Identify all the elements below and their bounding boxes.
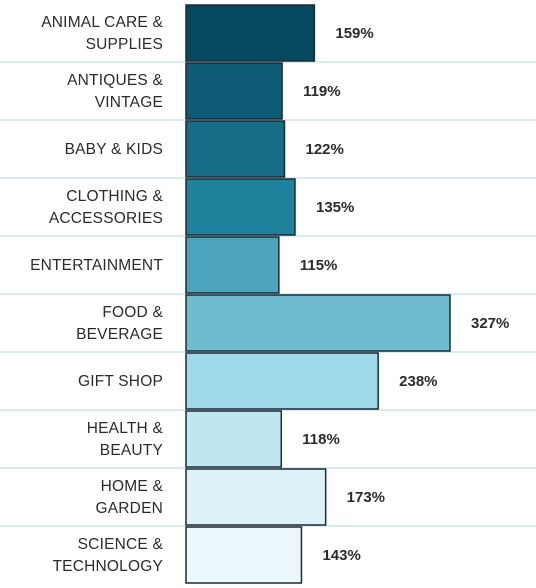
value-label: 159% [335, 25, 373, 42]
category-label: ANTIQUES & VINTAGE [67, 72, 163, 111]
bar [185, 352, 379, 410]
bar [185, 120, 286, 178]
bar [185, 178, 296, 236]
category-label: ENTERTAINMENT [30, 257, 163, 274]
category-label: BABY & KIDS [65, 141, 163, 158]
bar [185, 468, 327, 526]
value-label: 119% [303, 83, 341, 100]
value-labels: 159% 119% 122% 135% 115% 327% 238% 118% 173% 143% [300, 25, 510, 564]
bars [185, 4, 451, 584]
category-label: HOME & GARDEN [95, 478, 163, 517]
category-label: SCIENCE & TECHNOLOGY [52, 536, 163, 575]
category-label: HEALTH & BEAUTY [87, 420, 164, 459]
value-label: 118% [302, 431, 340, 448]
value-label: 173% [347, 489, 385, 506]
category-label: FOOD & BEVERAGE [76, 304, 163, 343]
category-label: GIFT SHOP [78, 373, 163, 390]
bar [185, 294, 451, 352]
category-label: CLOTHING & ACCESSORIES [49, 188, 164, 227]
bar [185, 62, 283, 120]
bar [185, 236, 280, 294]
row-gridlines [0, 61, 536, 527]
value-label: 238% [399, 373, 437, 390]
bar [185, 410, 283, 468]
bar [185, 526, 303, 584]
value-label: 135% [316, 199, 354, 216]
category-labels: ANIMAL CARE & SUPPLIES ANTIQUES & VINTAGE BA… [30, 14, 163, 575]
value-label: 327% [471, 315, 509, 332]
value-label: 122% [305, 141, 343, 158]
value-label: 115% [300, 257, 338, 274]
category-label: ANIMAL CARE & SUPPLIES [41, 14, 163, 53]
value-label: 143% [322, 547, 360, 564]
bar [185, 4, 316, 62]
